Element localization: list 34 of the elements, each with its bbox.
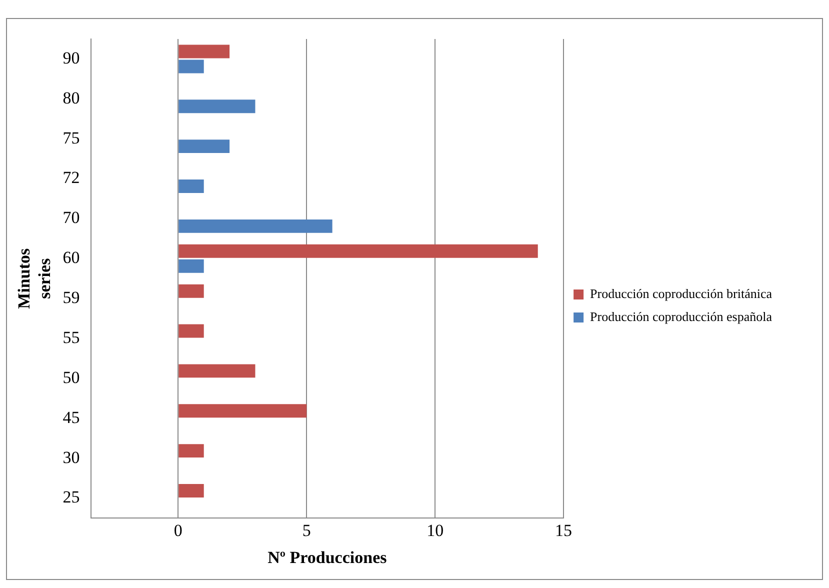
x-axis-title: Nº Producciones — [268, 548, 388, 568]
legend-label: Producción coproducción española — [590, 308, 772, 324]
bar — [178, 219, 332, 233]
y-tick-label: 55 — [62, 328, 80, 347]
y-axis-title: Minutos series — [14, 248, 54, 309]
y-tick-label: 50 — [62, 368, 80, 387]
bar — [178, 404, 307, 418]
y-tick-label: 72 — [62, 168, 80, 188]
bar — [178, 364, 256, 378]
y-tick-label: 60 — [62, 248, 80, 268]
y-tick-label: 59 — [62, 288, 80, 308]
y-tick-label: 80 — [62, 88, 80, 108]
bar — [178, 60, 204, 74]
x-tick-label: 5 — [302, 520, 311, 540]
bar — [178, 444, 204, 458]
y-tick-label: 90 — [62, 48, 80, 68]
bar — [178, 259, 204, 273]
x-tick-label: 10 — [426, 520, 444, 540]
y-tick-label: 25 — [62, 488, 80, 507]
y-tick-label: 30 — [62, 448, 80, 467]
bar — [178, 324, 204, 338]
y-tick-label: 70 — [62, 208, 80, 228]
y-tick-label: 45 — [62, 408, 80, 427]
x-tick-label: 0 — [174, 520, 182, 540]
bar — [178, 180, 204, 193]
bar — [178, 44, 230, 58]
bar — [178, 284, 204, 298]
x-tick-label: 15 — [555, 520, 572, 540]
y-tick-label: 75 — [62, 128, 80, 148]
legend-label: Producción coproducción británica — [590, 286, 772, 301]
bar — [178, 140, 230, 154]
bar — [178, 484, 204, 498]
bar — [178, 100, 256, 114]
bar — [178, 244, 538, 258]
